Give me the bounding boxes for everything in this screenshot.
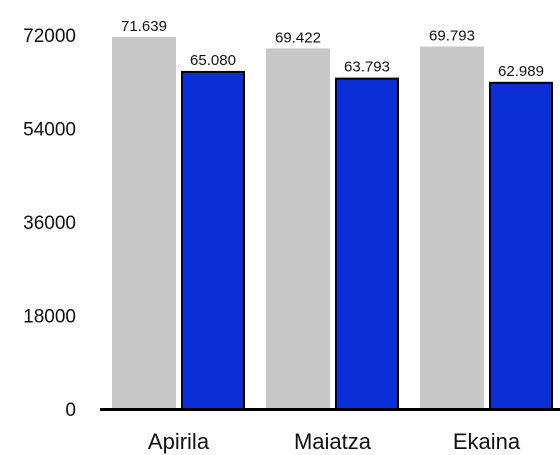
- x-category-label: Apirila: [148, 429, 210, 454]
- bar-maiatza-series-1: [266, 48, 330, 410]
- bar-maiatza-series-2: [335, 77, 399, 411]
- bar-apirila-series-1: [112, 36, 176, 410]
- bar-apirila-series-2: [181, 70, 245, 410]
- y-tick-label: 0: [65, 400, 76, 421]
- y-tick-label: 18000: [23, 307, 76, 328]
- bars: [112, 36, 553, 411]
- data-label: 65.080: [190, 52, 236, 69]
- y-axis: 0 18000 36000 54000 72000: [23, 26, 76, 421]
- data-label: 63.793: [344, 59, 390, 76]
- y-tick-label: 36000: [23, 213, 76, 234]
- data-label: 69.422: [275, 29, 321, 46]
- y-tick-label: 54000: [23, 120, 76, 141]
- y-tick-label: 72000: [23, 26, 76, 47]
- bar-ekaina-series-1: [420, 46, 484, 409]
- bar-ekaina-series-2: [489, 81, 553, 411]
- x-axis: Apirila Maiatza Ekaina: [100, 408, 560, 454]
- x-category-label: Maiatza: [294, 429, 372, 454]
- data-label: 71.639: [121, 18, 167, 35]
- data-labels: 71.639 65.080 69.422 63.793 69.793 62.989: [121, 18, 544, 80]
- data-label: 69.793: [429, 27, 475, 44]
- data-label: 62.989: [498, 63, 544, 80]
- x-category-label: Ekaina: [453, 429, 521, 454]
